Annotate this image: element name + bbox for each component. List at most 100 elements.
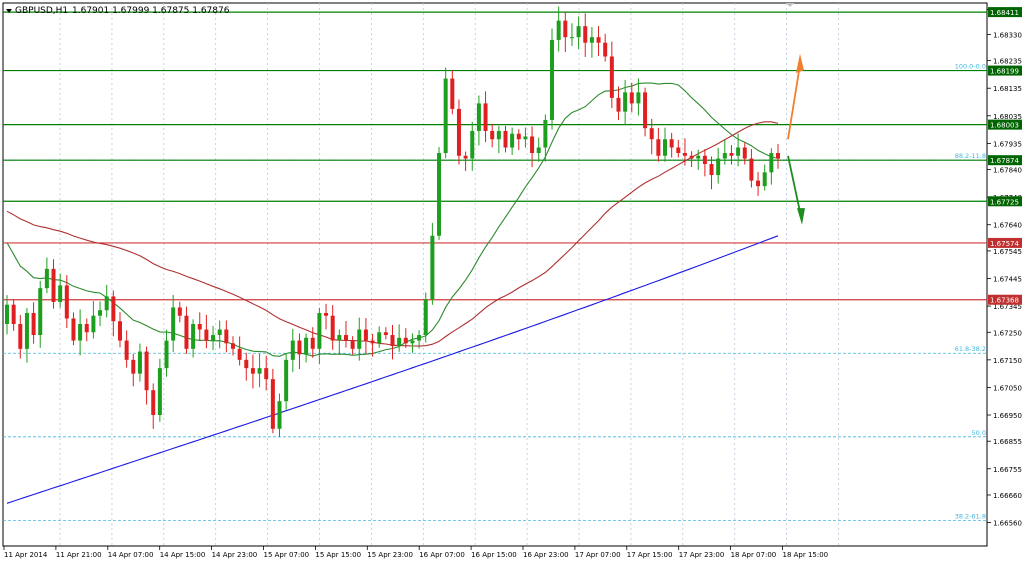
bear-candle	[224, 329, 229, 344]
time-tick-label: 15 Apr 07:00	[264, 551, 310, 559]
bear-candle	[383, 332, 388, 336]
price-tick-label: 1.68135	[993, 85, 1022, 93]
bull-candle	[38, 288, 43, 336]
price-tick-label: 1.67840	[993, 167, 1022, 175]
bull-candle	[98, 310, 103, 316]
bear-candle	[756, 180, 761, 187]
bear-candle	[177, 307, 182, 316]
bull-candle	[476, 103, 481, 131]
bull-candle	[430, 235, 435, 300]
bull-candle	[91, 315, 96, 333]
bear-candle	[144, 351, 149, 391]
bear-candle	[244, 359, 249, 369]
price-tick-label: 1.67545	[993, 248, 1022, 256]
price-tick-label: 1.66660	[993, 492, 1022, 500]
time-tick-label: 14 Apr 07:00	[108, 551, 154, 559]
bull-candle	[470, 130, 475, 159]
fib-label: 38.2-61.8	[955, 512, 986, 520]
bear-candle	[682, 153, 687, 156]
bear-candle	[131, 359, 136, 374]
price-tag-label: 1.67725	[990, 198, 1019, 206]
candles	[5, 6, 780, 437]
price-tag-label: 1.67874	[990, 157, 1019, 165]
bear-candle	[649, 128, 654, 140]
time-tick-label: 16 Apr 07:00	[419, 551, 465, 559]
bull-candle	[337, 335, 342, 341]
time-tick-label: 14 Apr 23:00	[212, 551, 258, 559]
bear-candle	[742, 147, 747, 159]
bull-candle	[496, 130, 501, 140]
bull-candle	[164, 340, 169, 369]
bull-candle	[556, 20, 561, 40]
bear-candle	[530, 136, 535, 154]
bull-candle	[44, 268, 49, 289]
price-tag-label: 1.67574	[990, 240, 1019, 248]
bull-candle	[536, 147, 541, 154]
bear-candle	[324, 312, 329, 316]
bull-candle	[397, 337, 402, 347]
time-tick-label: 16 Apr 15:00	[471, 551, 517, 559]
bear-candle	[31, 312, 36, 336]
arrows	[787, 53, 805, 225]
chart-shift-marker[interactable]	[786, 3, 794, 7]
chevron-down-icon[interactable]	[6, 9, 12, 13]
price-tag	[988, 119, 1022, 130]
price-tick-label: 1.67150	[993, 357, 1022, 365]
bull-candle	[104, 296, 109, 311]
bear-candle	[689, 155, 694, 159]
bear-candle	[111, 296, 116, 322]
price-tag	[988, 196, 1022, 207]
bear-candle	[151, 390, 156, 416]
bear-candle	[616, 97, 621, 112]
bear-candle	[709, 164, 714, 176]
bull-candle	[543, 119, 548, 148]
bull-candle	[357, 329, 362, 349]
price-tick-label: 1.67445	[993, 275, 1022, 283]
bear-candle	[117, 321, 122, 341]
time-tick-label: 15 Apr 23:00	[367, 551, 413, 559]
price-tag	[988, 155, 1022, 166]
fib-label: 100.0-0.0	[955, 63, 986, 71]
symbol-label: GBPUSD,H1	[15, 6, 68, 16]
bull-candle	[769, 153, 774, 173]
bear-candle	[776, 153, 780, 159]
bear-candle	[230, 343, 235, 349]
bull-candle	[78, 324, 83, 341]
bear-candle	[250, 368, 255, 374]
price-tick-label: 1.67935	[993, 140, 1022, 148]
bear-candle	[603, 42, 608, 57]
price-tick-label: 1.67050	[993, 384, 1022, 392]
bull-candle	[569, 37, 574, 39]
bear-candle	[563, 20, 568, 38]
bull-candle	[284, 359, 289, 402]
bear-candle	[197, 324, 202, 330]
bull-candle	[217, 329, 222, 336]
bear-candle	[450, 78, 455, 109]
price-tick-label: 1.68235	[993, 58, 1022, 66]
bear-candle	[71, 318, 76, 341]
bear-candle	[390, 335, 395, 347]
bull-candle	[157, 368, 162, 416]
bear-candle	[237, 348, 242, 360]
time-axis: 11 Apr 2014 11 Apr 21:00 14 Apr 07:00 14 Ap…	[3, 546, 828, 559]
bull-candle	[636, 92, 641, 104]
price-tag-label: 1.67368	[990, 297, 1019, 305]
bear-candle	[297, 340, 302, 355]
bull-candle	[417, 335, 422, 341]
price-tick-label: 1.66855	[993, 438, 1022, 446]
bear-candle	[490, 130, 495, 140]
price-tag	[988, 237, 1022, 248]
price-tick-label: 1.67250	[993, 329, 1022, 337]
bear-candle	[643, 92, 648, 129]
bull-candle	[377, 332, 382, 344]
price-tag-label: 1.68199	[990, 68, 1019, 76]
time-tick-label: 16 Apr 23:00	[523, 551, 569, 559]
bear-candle	[596, 37, 601, 43]
bull-candle	[510, 133, 515, 148]
bear-candle	[204, 329, 209, 341]
bull-candle	[722, 153, 727, 159]
bull-candle	[623, 92, 628, 112]
bear-candle	[330, 315, 335, 341]
